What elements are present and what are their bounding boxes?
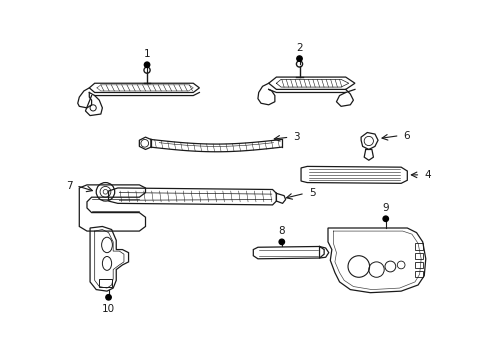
Text: 3: 3: [293, 132, 299, 142]
Circle shape: [279, 239, 284, 244]
Circle shape: [382, 216, 387, 221]
Bar: [414, 243, 422, 249]
Text: 10: 10: [102, 304, 115, 314]
Bar: [414, 253, 422, 259]
Circle shape: [105, 294, 111, 300]
Circle shape: [144, 62, 149, 67]
Text: 6: 6: [403, 131, 409, 141]
Text: 9: 9: [382, 203, 388, 213]
Text: 4: 4: [424, 170, 430, 180]
Bar: [99, 279, 111, 287]
Text: 1: 1: [143, 49, 150, 59]
Bar: [414, 262, 422, 268]
Text: 7: 7: [65, 181, 72, 191]
Text: 5: 5: [308, 188, 315, 198]
Bar: [414, 271, 422, 277]
Text: 8: 8: [278, 226, 285, 237]
Text: 2: 2: [296, 43, 302, 53]
Circle shape: [296, 56, 302, 61]
